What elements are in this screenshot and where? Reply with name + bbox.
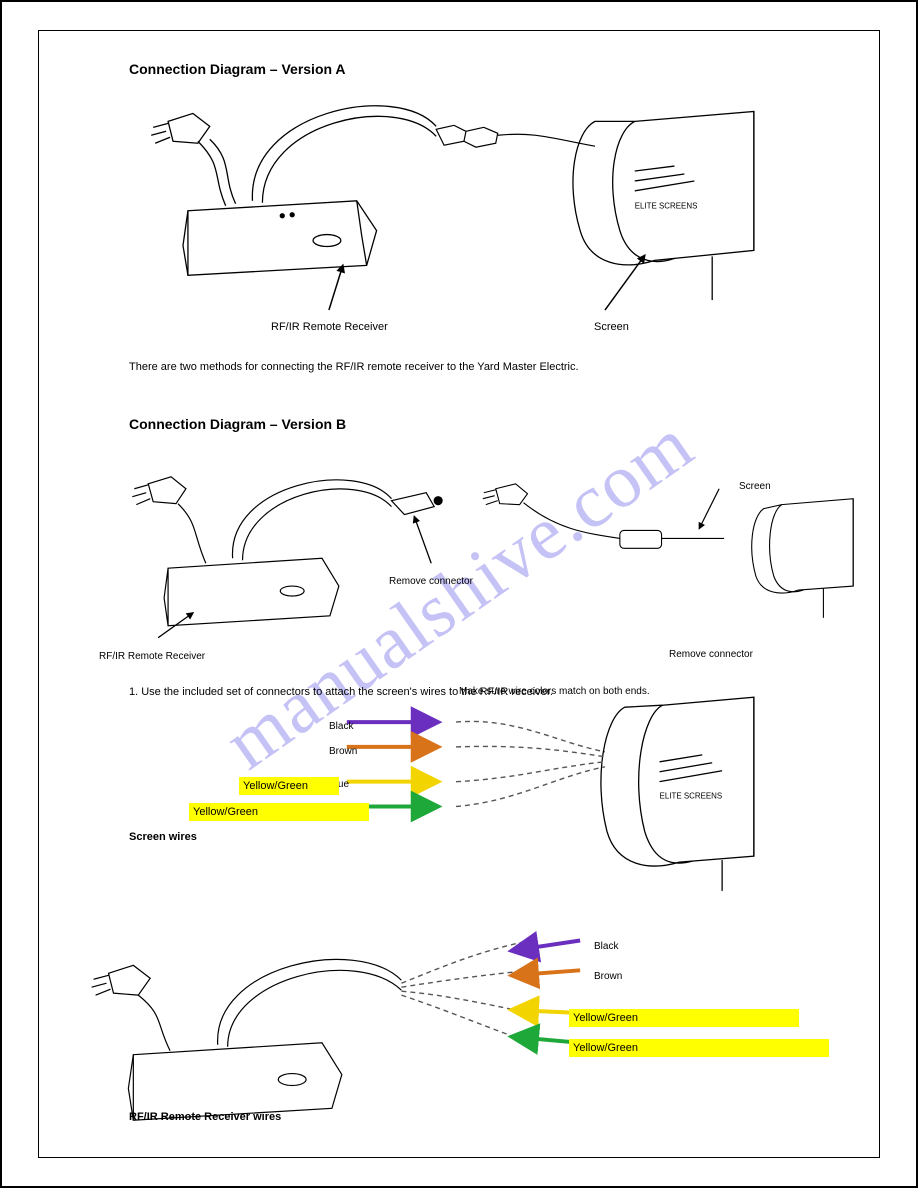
screen-wire-hl2: Yellow/Green bbox=[189, 803, 369, 821]
svg-text:ELITE SCREENS: ELITE SCREENS bbox=[660, 792, 723, 801]
s2a-right-label: Screen bbox=[739, 481, 771, 493]
s1-screen: ELITE SCREENS bbox=[573, 111, 754, 300]
s2c-receiver-wires bbox=[92, 941, 581, 1121]
recv-wire-hl2: Yellow/Green bbox=[569, 1039, 829, 1057]
s1-arrow-left bbox=[329, 265, 343, 310]
recv-wires-title: RF/IR Remote Receiver wires bbox=[129, 1111, 281, 1124]
watermark-text: manualshive.com bbox=[209, 401, 709, 787]
s1-connector bbox=[436, 125, 595, 147]
diagram-svg: ELITE SCREENS bbox=[39, 31, 879, 1157]
s2a-connector-left bbox=[391, 493, 442, 515]
s2a-mid-label: Remove connector bbox=[389, 576, 473, 588]
s1-caption: There are two methods for connecting the… bbox=[129, 361, 789, 374]
s2-connect-note: Make sure wire colors match on both ends… bbox=[459, 686, 650, 698]
s1-left-label: RF/IR Remote Receiver bbox=[271, 321, 388, 334]
s2a-left-label: RF/IR Remote Receiver bbox=[99, 651, 205, 663]
recv-wire-brown: Brown bbox=[594, 971, 622, 983]
screen-wire-black: Black bbox=[329, 721, 353, 733]
s1-title: Connection Diagram – Version A bbox=[129, 61, 346, 78]
document-page: manualshive.com bbox=[0, 0, 918, 1188]
s2a-right bbox=[483, 484, 853, 618]
s1-receiver bbox=[151, 106, 436, 275]
s1-arrow-right bbox=[605, 255, 645, 310]
s2a-receiver bbox=[132, 477, 391, 626]
page-border: manualshive.com bbox=[38, 30, 880, 1158]
recv-wire-black: Black bbox=[594, 941, 618, 953]
s2b-screen-wires: ELITE SCREENS bbox=[347, 697, 754, 891]
screen-wires-title: Screen wires bbox=[129, 831, 197, 844]
s2-title: Connection Diagram – Version B bbox=[129, 416, 346, 433]
s2a-right-sub: Remove connector bbox=[669, 649, 753, 661]
recv-wire-hl1: Yellow/Green bbox=[569, 1009, 799, 1027]
svg-text:ELITE SCREENS: ELITE SCREENS bbox=[635, 202, 698, 211]
s1-right-label: Screen bbox=[594, 321, 629, 334]
screen-wire-brown: Brown bbox=[329, 746, 357, 758]
screen-wire-hl1: Yellow/Green bbox=[239, 777, 339, 795]
